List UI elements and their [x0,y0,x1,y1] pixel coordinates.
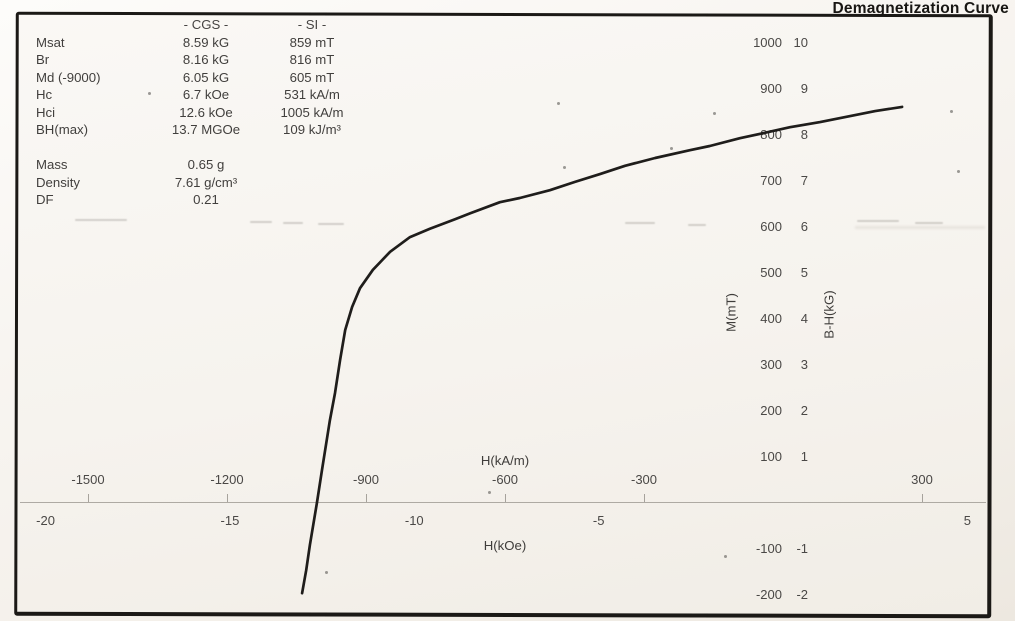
scan-smudge [318,223,344,225]
row-cgs-value: 6.05 kG [182,69,230,85]
row-value: 0.21 [193,192,219,208]
y-tick-kg: 7 [800,173,808,188]
x-axis-label-kam: H(kA/m) [480,453,530,468]
row-label: Mass [36,157,68,173]
x-tick-mark [922,494,923,502]
scan-smudge [283,222,303,224]
y-tick-kg: -2 [796,587,808,602]
y-tick-kg: 1 [800,449,808,464]
row-cgs-value: 8.16 kG [182,52,230,68]
scan-speck [148,92,151,95]
y-tick-kg: 5 [800,265,808,280]
scan-speck [670,147,673,150]
row-cgs-value: 12.6 kOe [179,104,233,120]
scan-speck [957,170,960,173]
y-tick-mt: 900 [760,81,782,96]
x-tick-koe: -5 [592,513,605,528]
x-tick-kam: -600 [491,472,519,487]
scan-smudge [75,219,127,221]
row-value: 0.65 g [187,157,225,173]
x-tick-mark [366,494,367,502]
x-tick-kam: 300 [911,472,933,487]
row-si-value: 1005 kA/m [280,104,344,120]
scan-speck [563,166,566,169]
x-tick-koe: 5 [963,513,971,528]
y-tick-mt: 1000 [753,35,782,50]
row-cgs-value: 8.59 kG [182,34,230,50]
scan-smudge [915,222,943,224]
y-tick-kg: 2 [800,403,808,418]
row-label: Hci [36,104,56,120]
y-tick-kg: 10 [793,35,808,50]
x-tick-kam: -1500 [71,472,105,487]
x-tick-kam: -300 [630,472,658,487]
scan-speck [325,571,328,574]
row-label: Md (-9000) [36,69,101,85]
x-tick-koe: -10 [404,513,424,528]
scan-speck [557,102,560,105]
x-axis-line [20,502,986,503]
scan-smudge [250,221,272,223]
scan-speck [950,110,953,113]
row-value: 7.61 g/cm³ [174,174,238,190]
page-title: Demagnetization Curve [832,0,1009,17]
scan-smudge [857,220,899,222]
row-si-value: 531 kA/m [284,87,340,103]
row-label: Hc [36,87,53,103]
row-label: Msat [36,34,65,50]
y-tick-kg: -1 [796,541,808,556]
x-axis-label-koe: H(kOe) [483,538,527,553]
row-cgs-value: 6.7 kOe [182,87,230,103]
row-label: DF [36,192,54,208]
row-si-value: 109 kJ/m³ [283,122,341,138]
x-tick-mark [505,494,506,502]
x-tick-mark [227,494,228,502]
scan-speck [713,112,716,115]
y-tick-kg: 6 [800,219,808,234]
scan-smudge [688,224,706,226]
table-gap [36,139,368,157]
row-cgs-value: 13.7 MGOe [171,122,241,138]
row-label: BH(max) [36,122,89,138]
y-tick-kg: 9 [800,81,808,96]
row-si-value: 859 mT [289,34,335,50]
row-si-value: 816 mT [289,52,335,68]
x-tick-mark [644,494,645,502]
scan-streak [855,226,985,229]
y-tick-kg: 3 [800,357,808,372]
row-label: Br [36,52,50,68]
row-si-value: 605 mT [289,69,335,85]
x-tick-kam: -1200 [210,472,244,487]
scan-speck [724,555,727,558]
y-axis-label-kg: B-H(kG) [821,290,837,339]
y-tick-kg: 4 [800,311,808,326]
properties-table: - CGS - - SI - Msat 8.59 kG 859 mT Br 8.… [36,16,368,209]
scan-speck [488,491,491,494]
x-tick-kam: -900 [352,472,380,487]
x-tick-mark [88,494,89,502]
column-header-si: - SI - [297,17,327,33]
x-tick-koe: -15 [220,513,240,528]
y-tick-kg: 8 [800,127,808,142]
column-header-cgs: - CGS - [183,17,229,33]
scan-smudge [625,222,655,224]
row-label: Density [36,174,80,190]
x-tick-koe: -20 [36,513,55,528]
